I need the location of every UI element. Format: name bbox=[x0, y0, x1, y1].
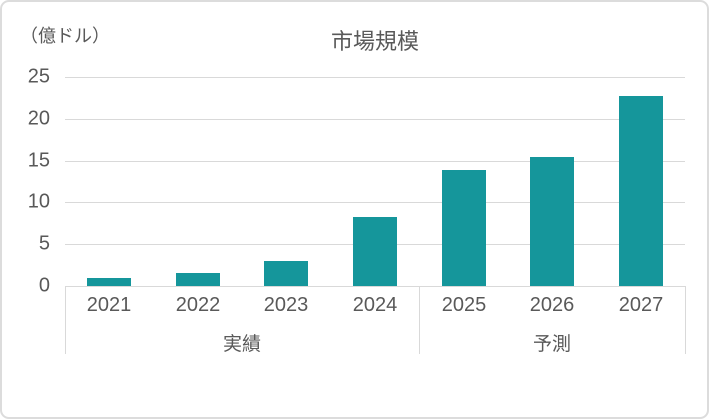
x-tick-label-2026: 2026 bbox=[529, 294, 575, 316]
x-tick-label-2023: 2023 bbox=[263, 294, 309, 316]
y-tick-label-20: 20 bbox=[27, 107, 50, 130]
bar-2021[interactable] bbox=[87, 278, 131, 286]
y-tick-label-15: 15 bbox=[27, 149, 50, 172]
category-separator-1 bbox=[419, 286, 420, 354]
y-tick-label-10: 10 bbox=[27, 190, 50, 213]
bar-2025[interactable] bbox=[442, 170, 486, 286]
gridline-y-0 bbox=[65, 286, 685, 287]
bar-2026[interactable] bbox=[530, 157, 574, 286]
x-tick-label-2021: 2021 bbox=[86, 294, 132, 316]
x-tick-label-2022: 2022 bbox=[175, 294, 221, 316]
x-tick-label-2025: 2025 bbox=[441, 294, 487, 316]
category-separator-0 bbox=[65, 286, 66, 354]
bar-2023[interactable] bbox=[264, 261, 308, 286]
gridline-y-20 bbox=[65, 119, 685, 120]
group-label-実績: 実績 bbox=[222, 334, 262, 355]
gridline-y-10 bbox=[65, 202, 685, 203]
x-tick-label-2024: 2024 bbox=[352, 294, 398, 316]
category-separator-2 bbox=[685, 286, 686, 354]
bar-2022[interactable] bbox=[176, 273, 220, 286]
gridline-y-15 bbox=[65, 161, 685, 162]
group-label-予測: 予測 bbox=[532, 334, 572, 355]
y-tick-label-25: 25 bbox=[27, 65, 50, 88]
y-axis-unit-label: （億ドル） bbox=[20, 26, 110, 46]
chart-title: 市場規模 bbox=[330, 29, 419, 54]
gridline-y-25 bbox=[65, 77, 685, 78]
y-tick-label-5: 5 bbox=[38, 232, 50, 255]
y-tick-label-0: 0 bbox=[38, 274, 50, 297]
bar-2024[interactable] bbox=[353, 217, 397, 286]
x-tick-label-2027: 2027 bbox=[618, 294, 664, 316]
bar-2027[interactable] bbox=[619, 96, 663, 286]
